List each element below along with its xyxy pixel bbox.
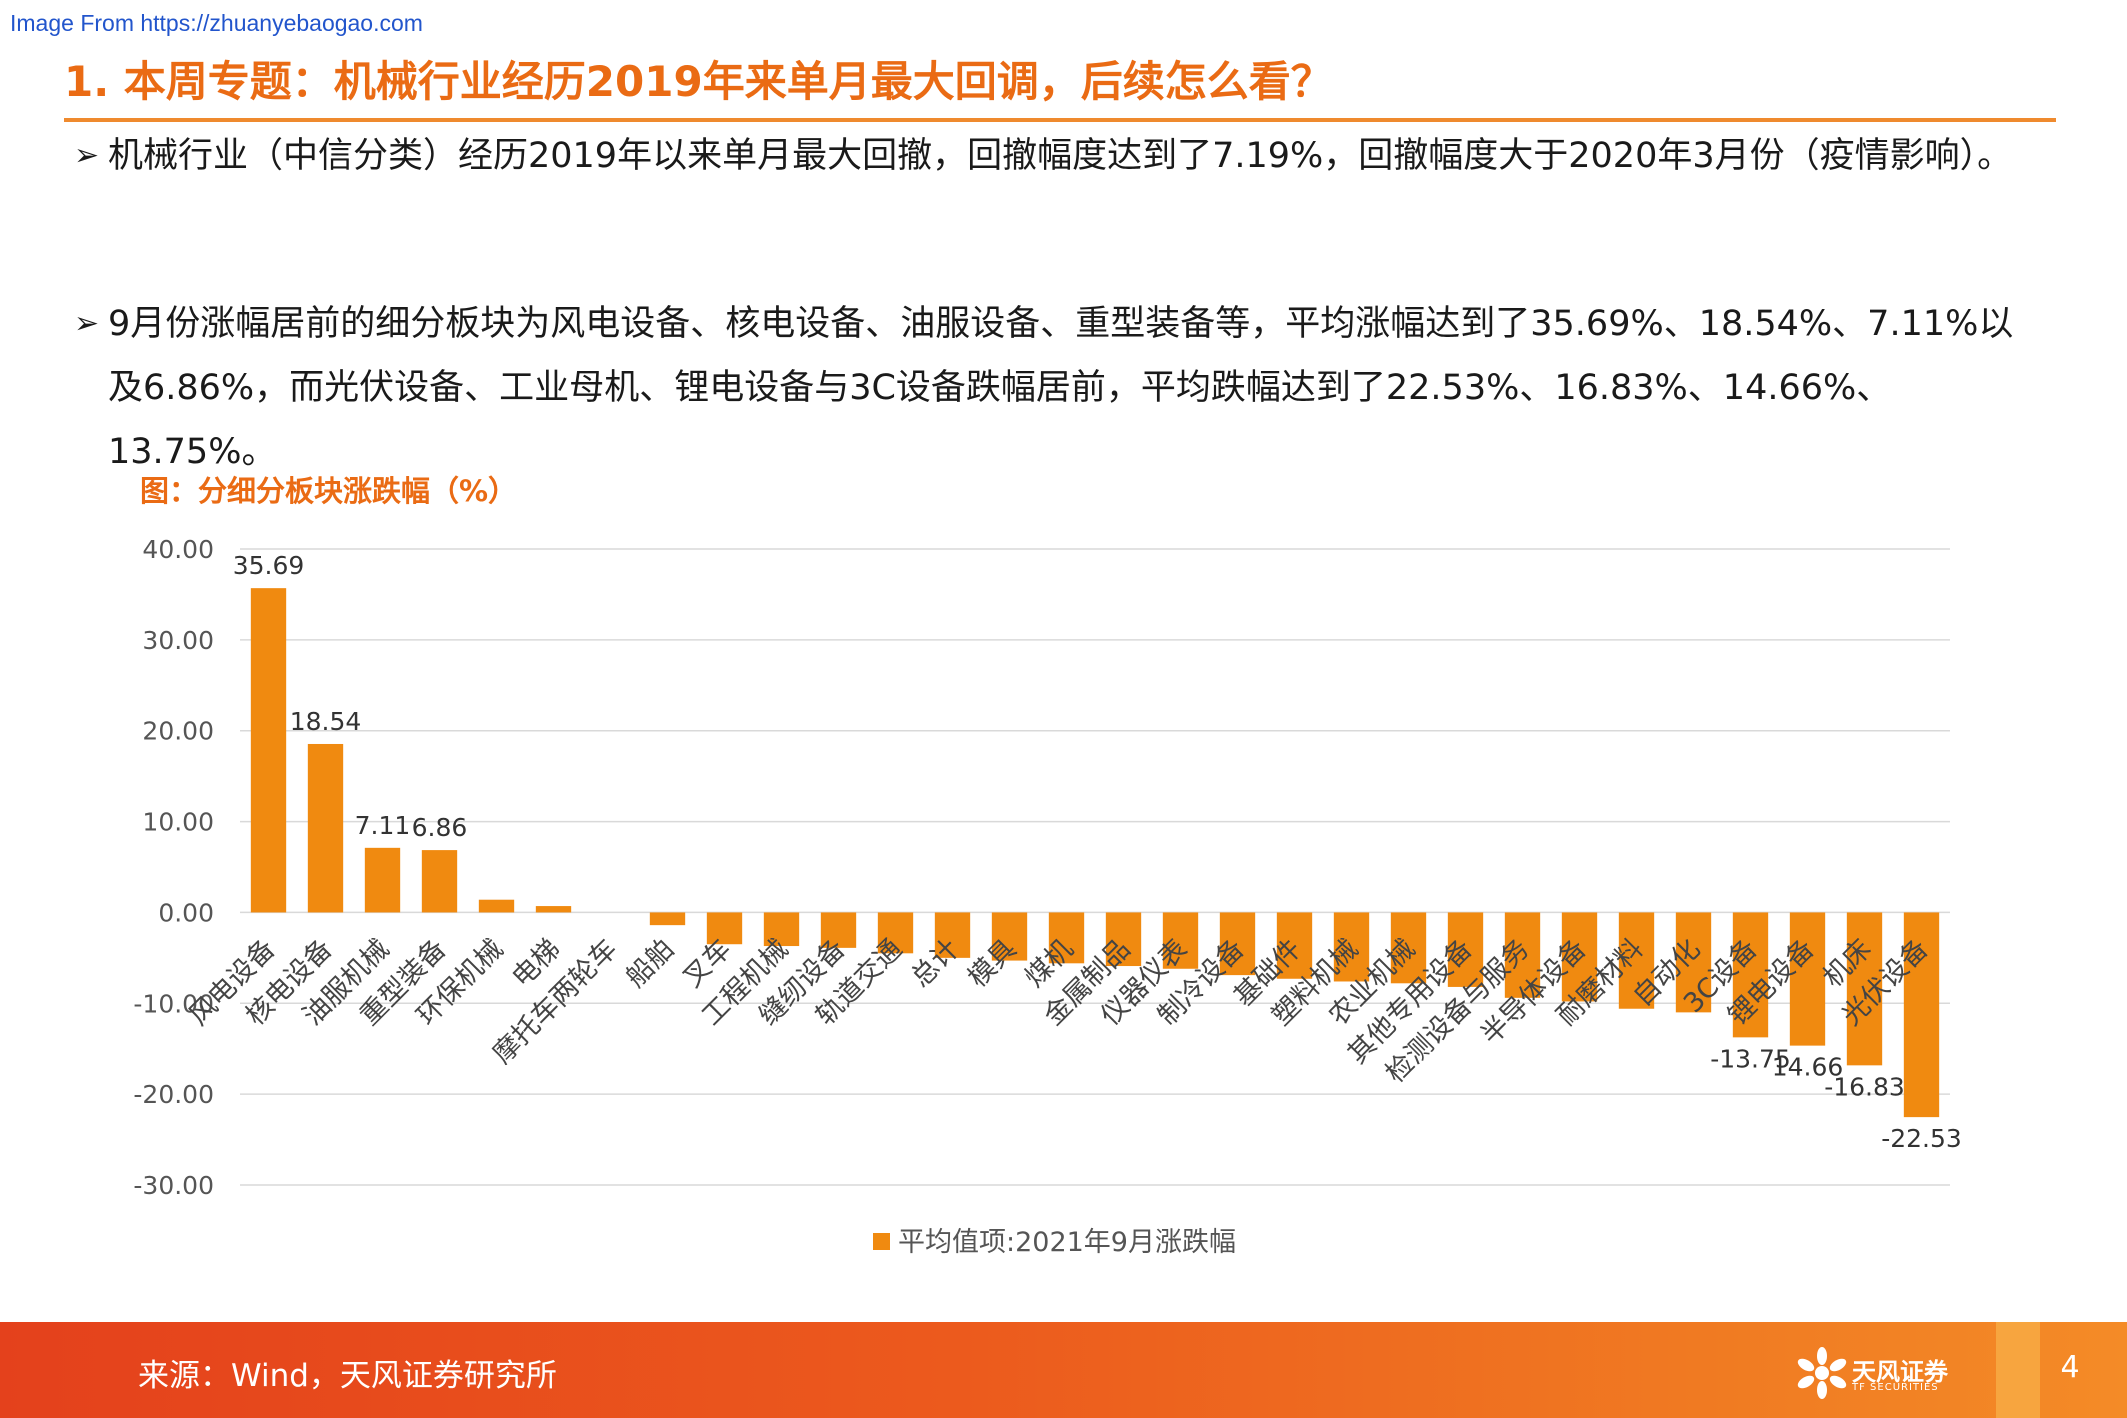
- chart-title: 图：分细分板块涨跌幅（%）: [140, 474, 518, 508]
- bar: [478, 899, 515, 913]
- bar: [820, 912, 857, 948]
- y-tick-label: 10.00: [142, 808, 214, 837]
- bar: [1333, 912, 1370, 982]
- bar: [1903, 912, 1940, 1118]
- bullet-text: 机械行业（中信分类）经历2019年以来单月最大回撤，回撤幅度达到了7.19%，回…: [108, 136, 2013, 176]
- bar-chart: 40.00 30.00 20.00 10.00 0.00 -10.00 -20.00 -30.…: [133, 535, 1962, 1258]
- bar: [307, 743, 344, 913]
- source-url[interactable]: Image From https://zhuanyebaogao.com: [10, 10, 423, 36]
- bar: [1162, 912, 1199, 969]
- bar: [1276, 912, 1313, 979]
- bar: [877, 912, 914, 954]
- bar: [1504, 912, 1541, 998]
- legend-label: 平均值项:2021年9月涨跌幅: [898, 1227, 1236, 1258]
- page-accent: [1996, 1322, 2040, 1418]
- bullet-item: ➢ 9月份涨幅居前的细分板块为风电设备、核电设备、油服设备、重型装备等，平均涨幅…: [74, 292, 2034, 484]
- bar: [364, 847, 401, 913]
- bar: [1675, 912, 1712, 1013]
- bar: [1390, 912, 1427, 984]
- bar: [1846, 912, 1883, 1066]
- page-number: 4: [2060, 1350, 2080, 1385]
- footer-bar: [0, 1322, 2127, 1418]
- bar: [1732, 912, 1769, 1038]
- bullet-item: ➢ 机械行业（中信分类）经历2019年以来单月最大回撤，回撤幅度达到了7.19%…: [74, 124, 2034, 188]
- bar: [1048, 912, 1085, 964]
- bullet-text: 9月份涨幅居前的细分板块为风电设备、核电设备、油服设备、重型装备等，平均涨幅达到…: [108, 304, 2014, 472]
- data-label: -22.53: [1881, 1124, 1962, 1153]
- bar: [1618, 912, 1655, 1009]
- y-tick-label: -30.00: [133, 1171, 214, 1200]
- data-label: 7.11: [355, 811, 411, 840]
- bar: [991, 912, 1028, 961]
- y-tick-label: 40.00: [142, 535, 214, 564]
- tf-securities-logo-icon: [1797, 1347, 1847, 1399]
- data-label: -13.75: [1710, 1044, 1791, 1073]
- logo-subtitle: TF SECURITIES: [1852, 1382, 1939, 1393]
- bar: [1789, 912, 1826, 1046]
- bar: [421, 850, 458, 913]
- bar: [535, 906, 572, 913]
- data-label: 6.86: [412, 813, 468, 842]
- logo-name: 天风证券: [1852, 1358, 1948, 1386]
- title-divider: [64, 118, 2056, 122]
- bar: [763, 912, 800, 947]
- y-tick-label: -20.00: [133, 1080, 214, 1109]
- y-tick-label: -10.00: [133, 989, 214, 1018]
- legend-swatch: [873, 1233, 890, 1250]
- bar: [706, 912, 743, 945]
- data-label: 35.69: [233, 551, 305, 580]
- bar: [1219, 912, 1256, 976]
- bullet-arrow-icon: ➢: [74, 306, 100, 341]
- bullet-arrow-icon: ➢: [74, 138, 100, 173]
- bar: [250, 588, 287, 913]
- data-label: 14.66: [1772, 1053, 1844, 1082]
- y-tick-label: 0.00: [158, 898, 214, 927]
- bar: [934, 912, 971, 958]
- bar: [649, 912, 686, 926]
- footer-source: 来源：Wind，天风证券研究所: [138, 1358, 557, 1394]
- y-tick-label: 20.00: [142, 717, 214, 746]
- data-label: -16.83: [1824, 1072, 1905, 1101]
- page-title: 1. 本周专题：机械行业经历2019年来单月最大回调，后续怎么看？: [64, 57, 1333, 106]
- bar: [1105, 912, 1142, 967]
- bar: [1561, 912, 1598, 1002]
- y-tick-label: 30.00: [142, 626, 214, 655]
- data-label: 18.54: [290, 707, 362, 736]
- bar: [1447, 912, 1484, 987]
- x-category-label: 船舶: [620, 933, 680, 993]
